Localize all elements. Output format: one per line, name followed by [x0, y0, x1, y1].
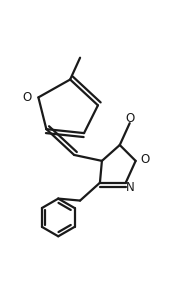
Text: O: O	[23, 91, 32, 104]
Text: N: N	[126, 181, 135, 194]
Text: O: O	[141, 153, 150, 166]
Text: O: O	[125, 112, 134, 125]
